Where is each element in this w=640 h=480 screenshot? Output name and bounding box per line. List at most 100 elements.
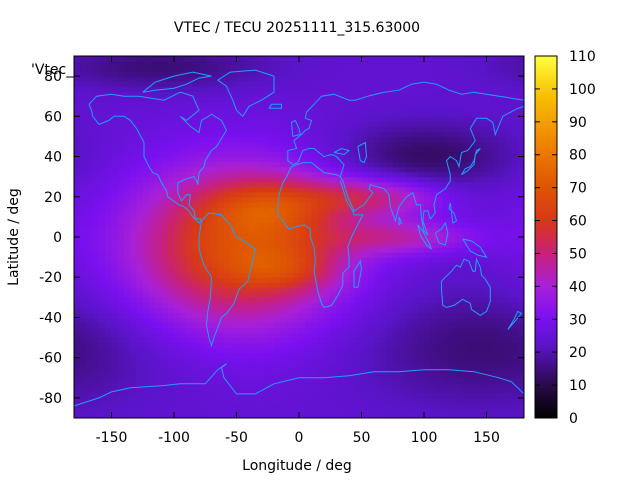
heatmap-cell <box>342 191 350 198</box>
heatmap-cell <box>336 186 344 193</box>
heatmap-cell <box>424 262 431 268</box>
heatmap-cell <box>474 322 481 329</box>
heatmap-cell <box>467 407 475 414</box>
heatmap-cell <box>474 106 481 112</box>
heatmap-cell <box>405 407 413 414</box>
heatmap-cell <box>480 257 488 263</box>
heatmap-cell <box>274 111 281 117</box>
heatmap-cell <box>217 146 225 153</box>
heatmap-cells <box>74 56 524 418</box>
heatmap-cell <box>424 277 431 283</box>
heatmap-cell <box>111 342 119 349</box>
heatmap-cell <box>249 242 256 248</box>
heatmap-cell <box>286 347 294 354</box>
heatmap-cell <box>280 237 288 243</box>
heatmap-cell <box>286 201 294 208</box>
heatmap-cell <box>105 262 113 268</box>
heatmap-cell <box>361 76 369 82</box>
heatmap-cell <box>367 216 375 223</box>
heatmap-cell <box>230 201 238 208</box>
heatmap-cell <box>505 382 513 389</box>
heatmap-cell <box>474 161 481 168</box>
heatmap-cell <box>467 357 475 364</box>
heatmap-cell <box>311 106 319 112</box>
heatmap-cell <box>267 71 275 77</box>
heatmap-cell <box>80 242 88 248</box>
heatmap-cell <box>474 347 481 354</box>
heatmap-cell <box>105 407 113 414</box>
heatmap-cell <box>174 297 181 303</box>
heatmap-cell <box>367 372 375 379</box>
heatmap-cell <box>99 86 106 92</box>
heatmap-cell <box>230 372 238 379</box>
heatmap-cell <box>255 402 263 409</box>
heatmap-cell <box>411 342 419 349</box>
heatmap-cell <box>286 297 294 303</box>
heatmap-cell <box>280 347 288 354</box>
heatmap-cell <box>386 237 394 243</box>
heatmap-cell <box>411 412 419 418</box>
heatmap-cell <box>74 101 81 107</box>
heatmap-cell <box>355 131 363 138</box>
heatmap-cell <box>399 91 406 97</box>
heatmap-cell <box>324 121 331 127</box>
heatmap-cell <box>111 171 119 178</box>
heatmap-cell <box>99 377 106 384</box>
heatmap-cell <box>386 272 394 278</box>
heatmap-cell <box>430 337 438 344</box>
heatmap-cell <box>311 282 319 288</box>
heatmap-cell <box>436 61 444 67</box>
heatmap-cell <box>430 302 438 308</box>
heatmap-cell <box>199 221 206 228</box>
heatmap-cell <box>180 292 188 298</box>
heatmap-cell <box>305 237 313 243</box>
heatmap-cell <box>449 407 456 414</box>
heatmap-cell <box>374 201 381 208</box>
heatmap-cell <box>374 397 381 404</box>
heatmap-cell <box>92 402 100 409</box>
heatmap-cell <box>374 106 381 112</box>
heatmap-cell <box>499 81 506 87</box>
heatmap-cell <box>305 382 313 389</box>
heatmap-cell <box>474 61 481 67</box>
heatmap-cell <box>424 342 431 349</box>
heatmap-cell <box>411 287 419 293</box>
heatmap-cell <box>349 292 356 298</box>
heatmap-cell <box>405 81 413 87</box>
heatmap-cell <box>330 196 338 203</box>
heatmap-cell <box>336 242 344 248</box>
heatmap-cell <box>324 211 331 218</box>
heatmap-cell <box>367 86 375 92</box>
heatmap-cell <box>86 191 94 198</box>
heatmap-cell <box>461 372 469 379</box>
heatmap-cell <box>74 111 81 117</box>
heatmap-cell <box>86 101 94 107</box>
heatmap-cell <box>355 257 363 263</box>
heatmap-cell <box>99 206 106 213</box>
heatmap-cell <box>180 247 188 253</box>
heatmap-cell <box>136 392 144 399</box>
heatmap-cell <box>492 402 500 409</box>
heatmap-cell <box>217 206 225 213</box>
heatmap-cell <box>461 231 469 238</box>
heatmap-cell <box>299 56 306 62</box>
heatmap-cell <box>399 231 406 238</box>
heatmap-cell <box>499 101 506 107</box>
heatmap-cell <box>142 141 150 148</box>
heatmap-cell <box>74 267 81 273</box>
heatmap-cell <box>180 56 188 62</box>
heatmap-cell <box>205 221 213 228</box>
heatmap-cell <box>442 76 450 82</box>
heatmap-cell <box>492 61 500 67</box>
heatmap-cell <box>280 392 288 399</box>
heatmap-cell <box>499 297 506 303</box>
heatmap-cell <box>199 252 206 258</box>
heatmap-cell <box>205 191 213 198</box>
heatmap-cell <box>430 106 438 112</box>
heatmap-cell <box>267 161 275 168</box>
heatmap-cell <box>161 267 169 273</box>
heatmap-cell <box>486 166 494 173</box>
heatmap-cell <box>342 252 350 258</box>
heatmap-cell <box>99 166 106 173</box>
heatmap-cell <box>186 407 194 414</box>
